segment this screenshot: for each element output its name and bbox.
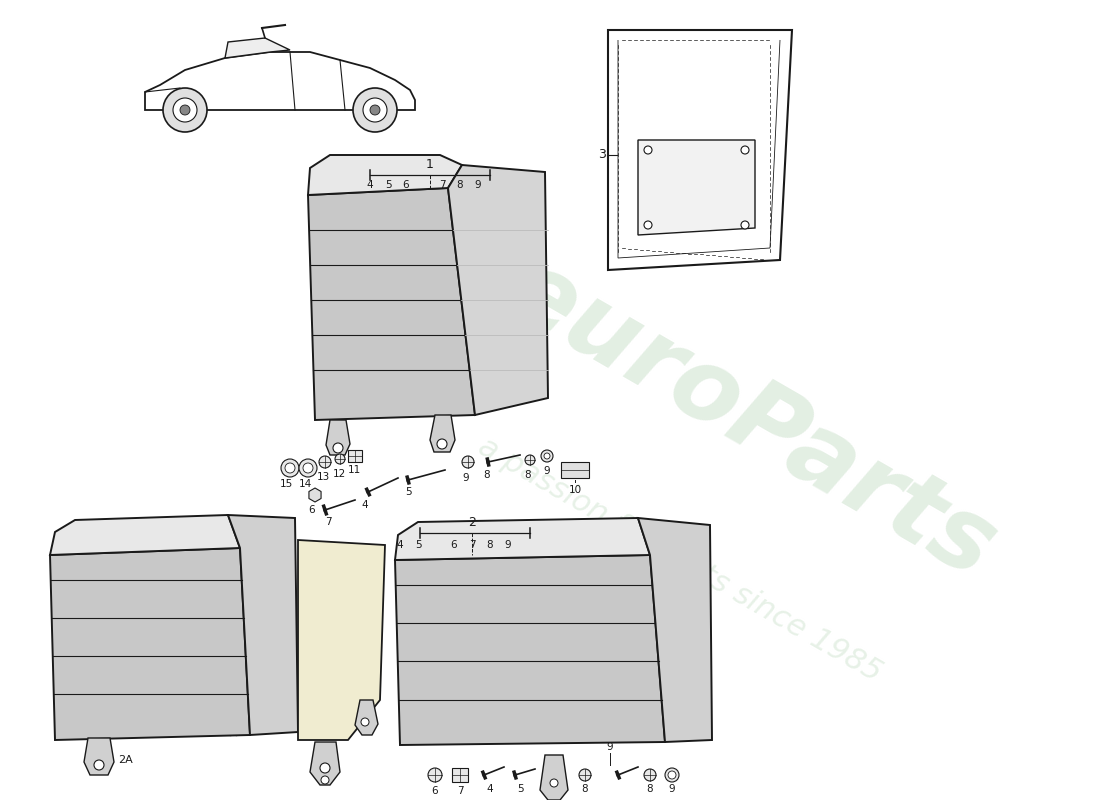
Text: 11: 11 — [348, 465, 361, 475]
Polygon shape — [430, 415, 455, 452]
Text: 4: 4 — [397, 540, 404, 550]
Text: 6: 6 — [403, 180, 409, 190]
Circle shape — [302, 463, 313, 473]
Polygon shape — [638, 140, 755, 235]
Text: 12: 12 — [332, 469, 345, 479]
Polygon shape — [608, 30, 792, 270]
Text: 2A: 2A — [118, 755, 133, 765]
Polygon shape — [228, 515, 298, 735]
Circle shape — [666, 768, 679, 782]
Circle shape — [173, 98, 197, 122]
Polygon shape — [84, 738, 114, 775]
Text: 5: 5 — [405, 487, 411, 497]
Text: 6: 6 — [451, 540, 458, 550]
Circle shape — [280, 459, 299, 477]
Circle shape — [163, 88, 207, 132]
Circle shape — [370, 105, 379, 115]
Polygon shape — [298, 540, 385, 740]
Circle shape — [319, 456, 331, 468]
Polygon shape — [638, 518, 712, 742]
Circle shape — [525, 455, 535, 465]
Circle shape — [94, 760, 104, 770]
Text: 2: 2 — [469, 515, 476, 529]
Circle shape — [644, 146, 652, 154]
Circle shape — [353, 88, 397, 132]
Polygon shape — [561, 462, 588, 478]
Polygon shape — [326, 420, 350, 455]
Circle shape — [541, 450, 553, 462]
Circle shape — [550, 779, 558, 787]
Text: 9: 9 — [475, 180, 482, 190]
Circle shape — [741, 221, 749, 229]
Text: 4: 4 — [486, 784, 493, 794]
Text: a passion for parts since 1985: a passion for parts since 1985 — [473, 432, 887, 688]
Circle shape — [321, 776, 329, 784]
Text: 9: 9 — [606, 742, 613, 752]
Polygon shape — [448, 165, 548, 415]
Circle shape — [363, 98, 387, 122]
Circle shape — [644, 221, 652, 229]
Text: 3: 3 — [598, 149, 606, 162]
Text: 7: 7 — [324, 517, 331, 527]
Text: 13: 13 — [317, 472, 330, 482]
Text: 8: 8 — [484, 470, 491, 480]
Circle shape — [180, 105, 190, 115]
Text: 6: 6 — [309, 505, 316, 515]
Polygon shape — [50, 515, 240, 555]
Text: 9: 9 — [463, 473, 470, 483]
Circle shape — [462, 456, 474, 468]
Circle shape — [333, 443, 343, 453]
Text: 15: 15 — [279, 479, 293, 489]
Text: 5: 5 — [385, 180, 392, 190]
Text: 7: 7 — [469, 540, 475, 550]
Polygon shape — [348, 450, 362, 462]
Circle shape — [428, 768, 442, 782]
Circle shape — [299, 459, 317, 477]
Text: 8: 8 — [647, 784, 653, 794]
Text: 4: 4 — [362, 500, 369, 510]
Text: 9: 9 — [505, 540, 512, 550]
Text: 7: 7 — [456, 786, 463, 796]
Circle shape — [579, 769, 591, 781]
Text: 1: 1 — [426, 158, 433, 171]
Polygon shape — [395, 555, 666, 745]
Circle shape — [741, 146, 749, 154]
Text: 9: 9 — [669, 784, 675, 794]
Polygon shape — [50, 548, 250, 740]
Text: 14: 14 — [298, 479, 311, 489]
Polygon shape — [395, 518, 650, 560]
Circle shape — [320, 763, 330, 773]
Text: 10: 10 — [569, 485, 582, 495]
Text: 8: 8 — [582, 784, 588, 794]
Text: 9: 9 — [543, 466, 550, 476]
Text: 8: 8 — [486, 540, 493, 550]
Circle shape — [285, 463, 295, 473]
Text: 6: 6 — [431, 786, 438, 796]
Circle shape — [437, 439, 447, 449]
Polygon shape — [309, 488, 321, 502]
Text: 8: 8 — [456, 180, 463, 190]
Text: 7: 7 — [439, 180, 446, 190]
Polygon shape — [452, 768, 468, 782]
Text: 4: 4 — [366, 180, 373, 190]
Polygon shape — [308, 155, 462, 195]
Text: 5: 5 — [517, 784, 524, 794]
Polygon shape — [355, 700, 378, 735]
Text: 5: 5 — [415, 540, 421, 550]
Polygon shape — [145, 52, 415, 110]
Circle shape — [668, 771, 676, 779]
Polygon shape — [540, 755, 568, 800]
Polygon shape — [226, 38, 290, 58]
Polygon shape — [308, 188, 475, 420]
Text: 8: 8 — [525, 470, 531, 480]
Circle shape — [544, 453, 550, 459]
Circle shape — [336, 454, 345, 464]
Circle shape — [644, 769, 656, 781]
Text: euroParts: euroParts — [488, 241, 1012, 599]
Circle shape — [361, 718, 368, 726]
Polygon shape — [310, 742, 340, 785]
